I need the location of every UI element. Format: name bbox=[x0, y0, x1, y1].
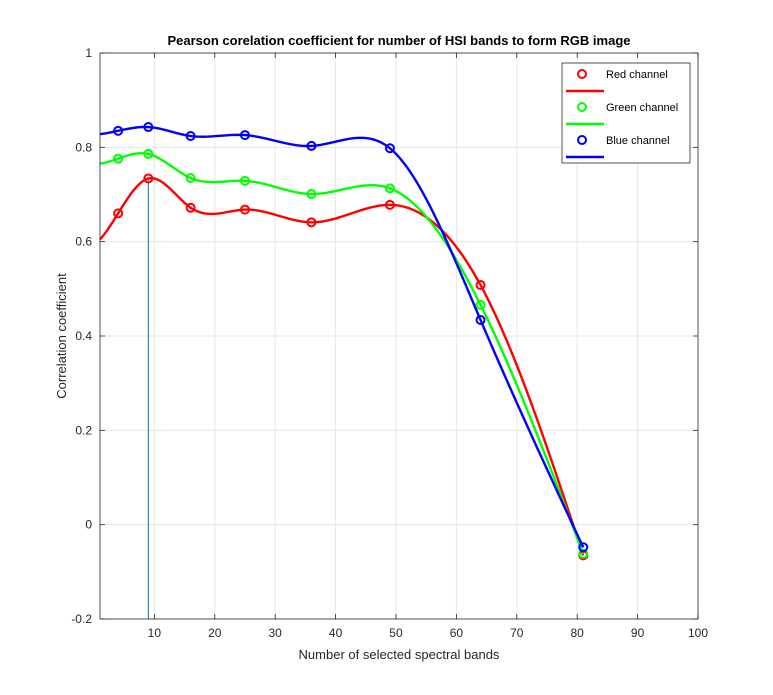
markers bbox=[113, 122, 589, 561]
data-point bbox=[384, 183, 395, 194]
data-point bbox=[384, 199, 395, 210]
data-point bbox=[113, 153, 124, 164]
data-point bbox=[578, 548, 589, 559]
data-point bbox=[475, 280, 486, 291]
data-point bbox=[185, 131, 196, 142]
data-point bbox=[113, 125, 124, 136]
data-point bbox=[239, 204, 250, 215]
x-tick-label: 90 bbox=[631, 626, 645, 640]
y-tick-label: 0.4 bbox=[75, 329, 92, 343]
y-tick-label: 0.2 bbox=[75, 423, 92, 437]
y-tick-label: -0.2 bbox=[71, 612, 92, 626]
legend-box bbox=[561, 62, 691, 164]
y-tick-label: 0 bbox=[85, 518, 92, 532]
data-point bbox=[143, 122, 154, 133]
x-tick-label: 80 bbox=[571, 626, 585, 640]
legend-label: Green channel bbox=[606, 102, 678, 114]
x-axis-label: Number of selected spectral bands bbox=[299, 647, 500, 662]
y-axis-label: Correlation coefficient bbox=[54, 273, 69, 399]
series-line bbox=[99, 176, 585, 556]
x-tick-label: 10 bbox=[148, 626, 162, 640]
chart-title: Pearson corelation coefficient for numbe… bbox=[167, 33, 630, 48]
legend-marker bbox=[577, 102, 587, 112]
data-point bbox=[578, 542, 589, 553]
data-point bbox=[306, 140, 317, 151]
data-point bbox=[113, 208, 124, 219]
data-point bbox=[475, 314, 486, 325]
series-line bbox=[99, 125, 585, 548]
legend-marker bbox=[577, 69, 587, 79]
data-point bbox=[143, 173, 154, 184]
x-tick-label: 70 bbox=[510, 626, 524, 640]
legend: Red channel Green channel Blue channel bbox=[561, 62, 691, 164]
x-tick-label: 30 bbox=[268, 626, 282, 640]
legend-marker bbox=[577, 135, 587, 145]
legend-label: Red channel bbox=[606, 69, 668, 81]
data-point bbox=[185, 202, 196, 213]
legend-label: Blue channel bbox=[606, 135, 670, 147]
data-point bbox=[306, 217, 317, 228]
y-tick-label: 0.8 bbox=[75, 140, 92, 154]
x-tick-label: 50 bbox=[389, 626, 403, 640]
x-tick-label: 100 bbox=[688, 626, 708, 640]
data-point bbox=[143, 148, 154, 159]
data-point bbox=[239, 130, 250, 141]
y-tick-label: 0.6 bbox=[75, 235, 92, 249]
ticks: 10 20 30 40 50 60 70 80 90 100 -0.2 0 0.2 0.4 0.6 0.8 1 bbox=[71, 46, 708, 640]
x-tick-label: 40 bbox=[329, 626, 343, 640]
x-tick-label: 20 bbox=[208, 626, 222, 640]
data-point bbox=[384, 143, 395, 154]
data-point bbox=[185, 172, 196, 183]
data-point bbox=[306, 189, 317, 200]
data-point bbox=[239, 175, 250, 186]
curves bbox=[99, 125, 585, 619]
y-tick-label: 1 bbox=[85, 46, 92, 60]
series-line bbox=[99, 151, 585, 555]
data-point bbox=[475, 299, 486, 310]
x-tick-label: 60 bbox=[450, 626, 464, 640]
